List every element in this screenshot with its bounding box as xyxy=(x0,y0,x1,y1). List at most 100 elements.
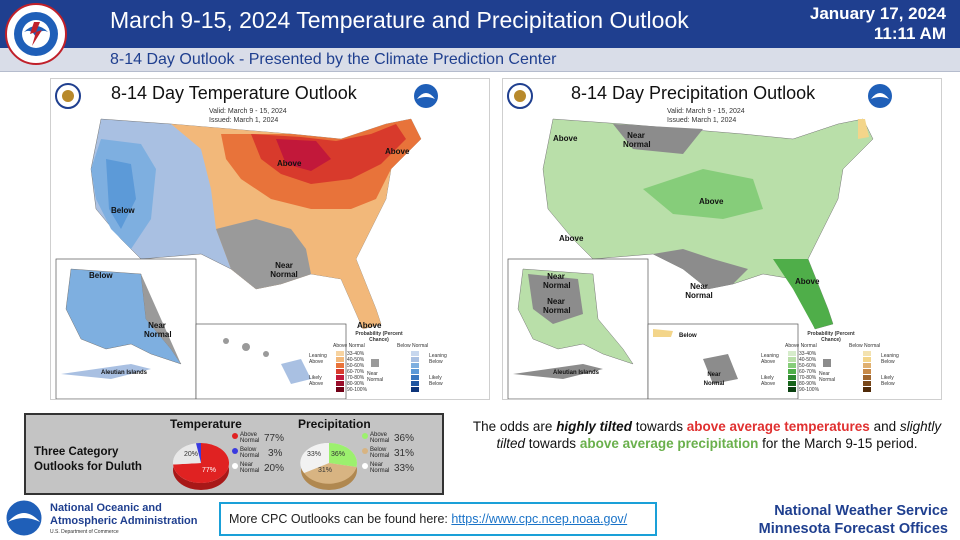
temperature-near-pct: 20% xyxy=(264,463,285,474)
temp-label-above-3: Above xyxy=(357,321,382,330)
precip-label-near-normal-4: Near Normal xyxy=(543,297,571,315)
temperature-below-pct: 3% xyxy=(268,448,283,459)
precip-label-above-1: Above xyxy=(553,134,578,143)
cpc-link-label: More CPC Outlooks can be found here: xyxy=(229,512,448,526)
date-time: January 17, 2024 11:11 AM xyxy=(810,4,946,44)
temp-legend-range-4: 70-80% xyxy=(347,375,365,381)
precip-legend-near-normal: Near Normal xyxy=(819,371,836,383)
noaa-seal-icon xyxy=(413,83,439,109)
precip-label-above-3: Above xyxy=(559,234,584,243)
precipitation-below-pct: 31% xyxy=(394,448,415,459)
temperature-legend-dot-below xyxy=(232,448,238,454)
temp-legend-above-normal: Above Normal xyxy=(333,343,365,349)
precip-legend-range-4: 70-80% xyxy=(799,375,817,381)
temp-legend-range-6: 90-100% xyxy=(347,387,368,393)
precipitation-slice-label-above: 36% xyxy=(331,451,346,458)
temp-legend-title: Probability (Percent Chance) xyxy=(355,331,403,343)
temp-legend-range-0: 33-40% xyxy=(347,351,365,357)
temperature-issued-text: Issued: March 1, 2024 xyxy=(209,117,279,124)
temperature-slice-near xyxy=(173,443,201,465)
temp-label-above-1: Above xyxy=(277,159,302,168)
precip-legend-below-normal: Below Normal xyxy=(849,343,881,349)
duluth-outlook-panel: Three Category Outlooks for Duluth Tempe… xyxy=(24,413,444,495)
precip-label-aleutian: Aleutian Islands xyxy=(553,370,600,376)
temp-label-below-2: Below xyxy=(89,271,113,280)
summary-slightly-tilted: slightly tilted xyxy=(496,419,942,451)
duluth-description-line1: Three Category xyxy=(34,446,119,458)
precipitation-legend-above: Above Normal xyxy=(370,432,390,444)
duluth-description-line2: Outlooks for Duluth xyxy=(34,461,142,473)
nws-logo xyxy=(5,3,67,65)
temp-legend-likely-above: Likely Above xyxy=(309,375,324,387)
precipitation-valid-text: Valid: March 9 - 15, 2024 xyxy=(667,108,745,115)
precip-legend-range-6: 90-100% xyxy=(799,387,820,393)
precip-label-near-normal-1: Near Normal xyxy=(623,131,651,149)
precip-label-near-normal-5: Near Normal xyxy=(703,372,725,387)
summary-part4: towards xyxy=(525,436,580,451)
precipitation-above-pct: 36% xyxy=(394,433,415,444)
cpc-link[interactable]: https://www.cpc.ncep.noaa.gov/ xyxy=(451,512,628,526)
summary-part1: The odds are xyxy=(472,419,557,434)
doc-seal-icon xyxy=(507,83,533,109)
precipitation-legend-swatches xyxy=(788,351,871,392)
precip-legend-range-5: 80-90% xyxy=(799,381,817,387)
precip-label-near-normal-2: Near Normal xyxy=(685,282,713,300)
precipitation-pie-title: Precipitation xyxy=(298,417,371,431)
summary-above-temperatures: above average temperatures xyxy=(686,419,870,434)
precip-legend-likely-above: Likely Above xyxy=(761,375,776,387)
precip-legend-leaning-below: Leaning Below xyxy=(881,353,899,365)
temperature-pie-title: Temperature xyxy=(170,417,242,431)
temperature-map-title: 8-14 Day Temperature Outlook xyxy=(111,83,357,103)
nws-office-line2: Minnesota Forecast Offices xyxy=(758,521,948,537)
nws-office-line1: National Weather Service xyxy=(774,503,948,519)
temperature-outlook-map: 8-14 Day Temperature Outlook Valid: Marc… xyxy=(50,78,490,400)
noaa-department: U.S. Department of Commerce xyxy=(50,529,119,535)
page-title: March 9-15, 2024 Temperature and Precipi… xyxy=(110,7,689,33)
precip-legend-above-normal: Above Normal xyxy=(785,343,817,349)
precipitation-slice-label-near: 33% xyxy=(307,451,322,458)
noaa-name-line1: National Oceanic and xyxy=(50,502,162,514)
precipitation-pie-chart xyxy=(300,442,357,490)
temperature-legend-above: Above Normal xyxy=(240,432,260,444)
temp-label-near-normal-2: Near Normal xyxy=(144,321,172,339)
precipitation-map-graphic xyxy=(507,118,874,399)
precip-legend-leaning-above: Leaning Above xyxy=(761,353,779,365)
precip-label-below-1: Below xyxy=(679,333,697,339)
temperature-slice-above xyxy=(173,443,230,483)
temp-label-above-2: Above xyxy=(385,147,410,156)
doc-seal-icon xyxy=(55,83,81,109)
duluth-panel-description: Three Category Outlooks for Duluth xyxy=(34,445,142,475)
temperature-legend-near: Near Normal xyxy=(240,462,260,474)
noaa-seal-icon xyxy=(867,83,893,109)
temp-legend-range-3: 60-70% xyxy=(347,369,365,375)
precip-legend-range-2: 50-60% xyxy=(799,363,817,369)
summary-highly-tilted: highly tilted xyxy=(556,419,632,434)
cpc-link-box: More CPC Outlooks can be found here: htt… xyxy=(219,502,657,536)
temp-legend-range-2: 50-60% xyxy=(347,363,365,369)
precip-legend-range-0: 33-40% xyxy=(799,351,817,357)
temperature-map-graphic xyxy=(55,118,422,399)
precipitation-slice-near xyxy=(300,442,329,473)
precip-legend-likely-below: Likely Below xyxy=(881,375,895,387)
precipitation-legend-dot-above xyxy=(362,433,368,439)
precipitation-legend-dot-near xyxy=(362,463,368,469)
temp-legend-leaning-above: Leaning Above xyxy=(309,353,327,365)
summary-above-precipitation: above average precipitation xyxy=(579,436,759,451)
nws-office-name: National Weather Service Minnesota Forec… xyxy=(759,502,948,538)
precipitation-legend-below: Below Normal xyxy=(370,447,390,459)
precip-legend-range-3: 60-70% xyxy=(799,369,817,375)
precipitation-legend-near: Near Normal xyxy=(370,462,390,474)
precipitation-map-title: 8-14 Day Precipitation Outlook xyxy=(571,83,816,103)
temp-legend-below-normal: Below Normal xyxy=(397,343,429,349)
time-text: 11:11 AM xyxy=(873,24,946,43)
noaa-name: National Oceanic and Atmospheric Adminis… xyxy=(50,502,198,528)
precipitation-issued-text: Issued: March 1, 2024 xyxy=(667,117,737,124)
temperature-valid-dates: Valid: March 9 - 15, 2024 Issued: March … xyxy=(209,107,287,125)
temperature-pie-chart xyxy=(173,442,230,490)
outlook-summary: The odds are highly tilted towards above… xyxy=(462,418,952,452)
temperature-legend-swatches xyxy=(336,351,419,392)
temperature-legend-dot-near xyxy=(232,463,238,469)
temp-legend-near-normal: Near Normal xyxy=(367,371,384,383)
temperature-slice-below xyxy=(196,442,201,463)
temperature-legend-below: Below Normal xyxy=(240,447,260,459)
